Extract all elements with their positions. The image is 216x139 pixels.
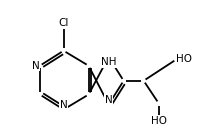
Text: N: N	[105, 95, 113, 105]
Text: Cl: Cl	[58, 18, 69, 28]
Text: N: N	[60, 100, 67, 110]
Text: HO: HO	[176, 54, 192, 64]
Text: NH: NH	[101, 57, 116, 67]
Text: N: N	[32, 61, 40, 71]
Text: HO: HO	[151, 116, 167, 126]
